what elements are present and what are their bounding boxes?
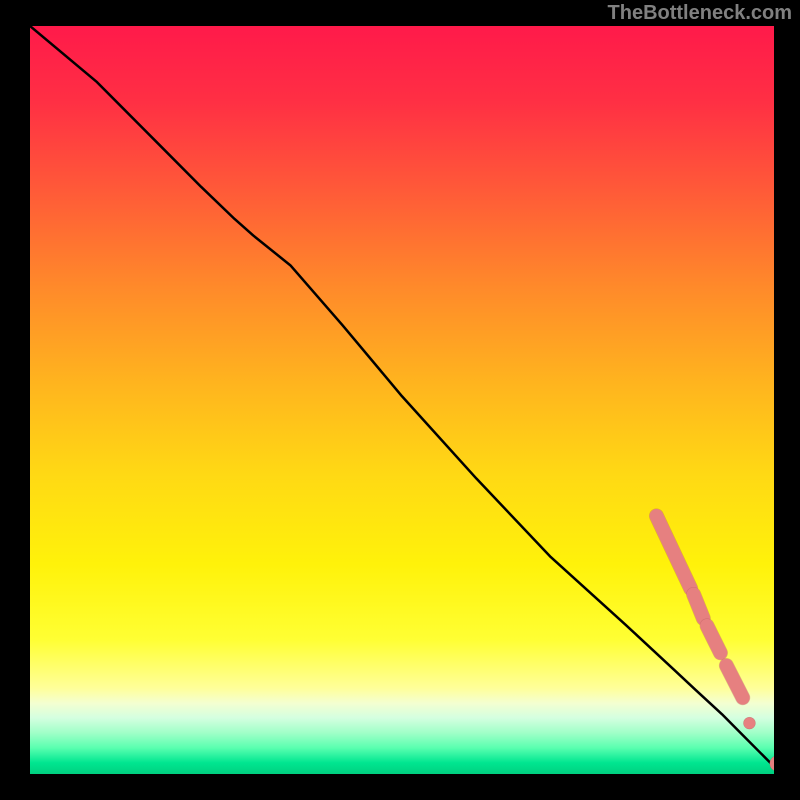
watermark-text: TheBottleneck.com [608, 2, 792, 25]
chart-svg [30, 26, 774, 774]
marker-dot [770, 756, 774, 772]
chart-container: TheBottleneck.com [0, 0, 800, 800]
marker-capsule [694, 594, 704, 618]
marker-group [656, 516, 774, 772]
bottleneck-curve [30, 26, 773, 765]
marker-capsule [707, 626, 720, 653]
plot-area [30, 26, 774, 774]
marker-capsule [656, 516, 690, 589]
marker-dot [743, 717, 755, 729]
marker-capsule [726, 666, 742, 698]
